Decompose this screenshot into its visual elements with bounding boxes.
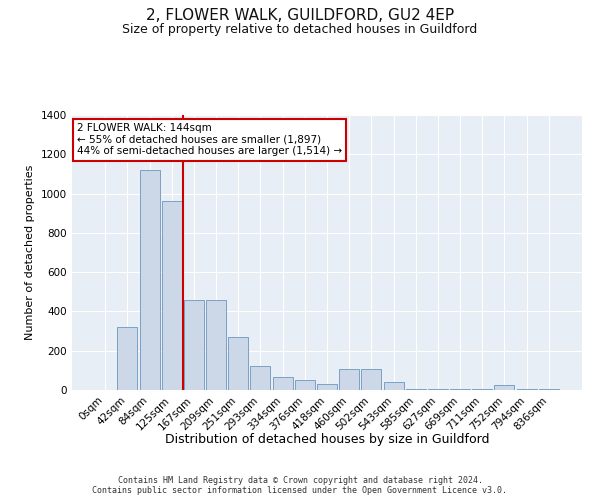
Bar <box>383 382 404 390</box>
Bar <box>295 380 315 390</box>
Bar <box>162 202 182 390</box>
Y-axis label: Number of detached properties: Number of detached properties <box>25 165 35 340</box>
Bar <box>250 366 271 390</box>
Text: 2, FLOWER WALK, GUILDFORD, GU2 4EP: 2, FLOWER WALK, GUILDFORD, GU2 4EP <box>146 8 454 22</box>
Bar <box>228 337 248 390</box>
Bar <box>206 300 226 390</box>
Text: Size of property relative to detached houses in Guildford: Size of property relative to detached ho… <box>122 22 478 36</box>
Text: Distribution of detached houses by size in Guildford: Distribution of detached houses by size … <box>165 432 489 446</box>
Bar <box>406 389 426 390</box>
Bar <box>118 327 137 390</box>
Bar <box>184 300 204 390</box>
Bar <box>272 377 293 390</box>
Bar <box>494 385 514 390</box>
Bar <box>140 170 160 390</box>
Text: Contains HM Land Registry data © Crown copyright and database right 2024.
Contai: Contains HM Land Registry data © Crown c… <box>92 476 508 495</box>
Text: 2 FLOWER WALK: 144sqm
← 55% of detached houses are smaller (1,897)
44% of semi-d: 2 FLOWER WALK: 144sqm ← 55% of detached … <box>77 123 342 156</box>
Bar <box>339 370 359 390</box>
Bar <box>317 384 337 390</box>
Bar <box>361 370 382 390</box>
